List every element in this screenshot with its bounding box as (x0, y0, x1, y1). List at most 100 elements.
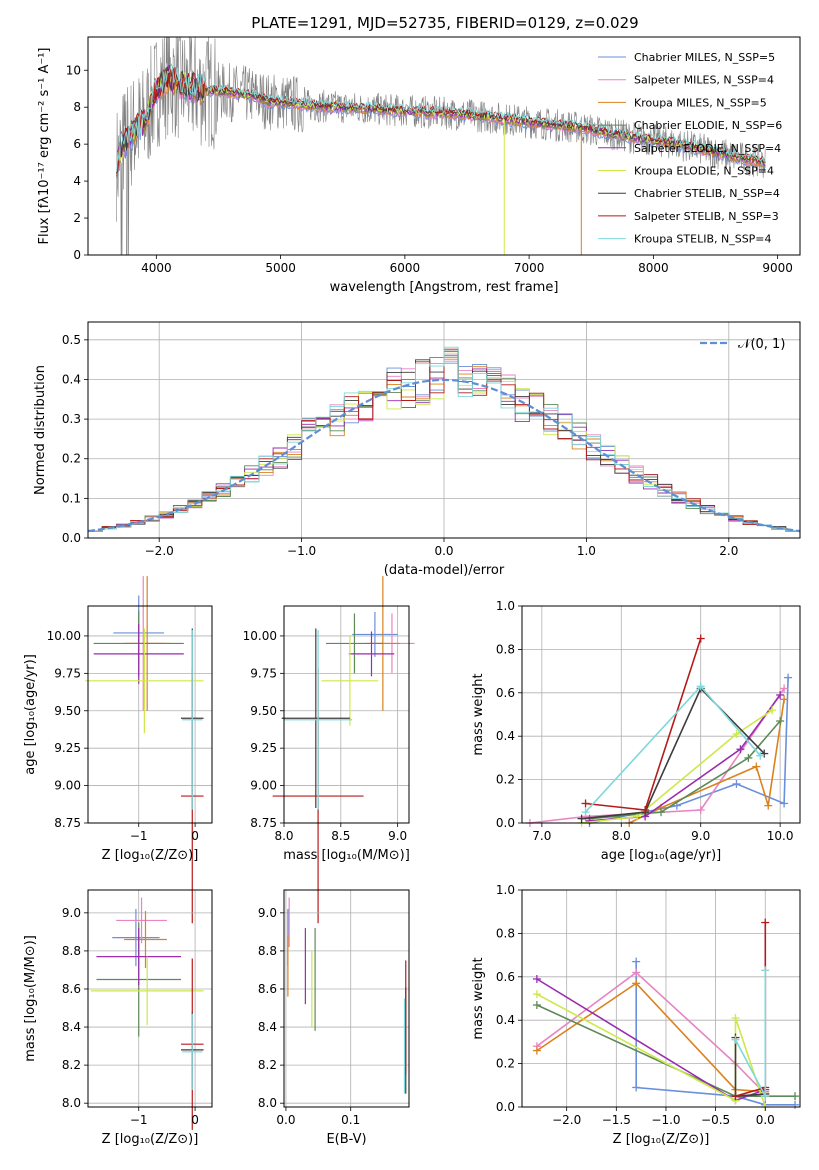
x-axis-label: Z [log₁₀(Z/Z⊙)] (102, 848, 199, 863)
point-marker (732, 730, 741, 739)
point-marker (632, 957, 641, 966)
point-marker (641, 805, 650, 814)
point-marker (696, 682, 705, 691)
legend-label: Kroupa ELODIE, N_SSP=4 (634, 165, 774, 178)
point-marker (752, 762, 761, 771)
point-marker (791, 1092, 800, 1101)
y-tick-label: 6 (73, 137, 81, 151)
legend-label: Chabrier ELODIE, N_SSP=6 (634, 119, 782, 132)
point-marker (731, 1014, 740, 1023)
y-tick-label: 8.6 (258, 982, 277, 996)
x-tick-label: 0.0 (434, 544, 453, 558)
point-marker (768, 706, 777, 715)
x-tick-label: 0 (191, 829, 199, 843)
plot-area (287, 897, 407, 1094)
x-tick-label: 9.0 (388, 829, 407, 843)
panel-massweight-vs-age: 7.0 8.0 9.0 10.0 0.0 0.2 0.4 0.6 0.8 1.0 age [log₁… (471, 599, 801, 863)
point-marker (744, 753, 753, 762)
series-line (529, 688, 785, 824)
y-tick-label: 8 (73, 100, 81, 114)
model-spectrum-line (116, 64, 766, 174)
legend-label: 𝒩(0, 1) (738, 337, 785, 352)
data-point (284, 629, 353, 810)
y-tick-label: 0.0 (496, 816, 515, 830)
point-marker (761, 966, 770, 975)
y-tick-label: 0.6 (496, 686, 515, 700)
point-marker (780, 799, 789, 808)
point-marker (780, 684, 789, 693)
y-tick-label: 0 (73, 248, 81, 262)
histogram-step (88, 346, 800, 532)
data-point (112, 909, 160, 967)
series-line (585, 638, 702, 811)
axes-frame (283, 605, 410, 824)
x-tick-label: 8000 (638, 261, 669, 275)
legend-label: Chabrier STELIB, N_SSP=4 (634, 187, 780, 200)
y-tick-label: 9.0 (62, 906, 81, 920)
series-line (536, 993, 767, 1108)
point-marker (761, 918, 770, 927)
x-tick-label: 6000 (390, 261, 421, 275)
x-tick-label: 5000 (265, 261, 296, 275)
x-tick-label: −1 (130, 1113, 148, 1127)
x-tick-label: 10.0 (767, 829, 794, 843)
point-marker (756, 751, 765, 760)
y-tick-label: 8.0 (62, 1096, 81, 1110)
y-tick-label: 4 (73, 174, 81, 188)
y-tick-label: 2 (73, 211, 81, 225)
data-point (85, 628, 204, 734)
y-tick-label: 1.0 (496, 599, 515, 613)
plot-area (90, 897, 204, 1130)
y-axis-label: mass weight (471, 957, 486, 1039)
y-tick-label: 0.2 (496, 1057, 515, 1071)
x-axis-label: Z [log₁₀(Z/Z⊙)] (613, 1132, 710, 1147)
series-line (735, 922, 767, 1097)
y-tick-label: 0.0 (62, 531, 81, 545)
data-point (326, 613, 383, 674)
panel-mass-vs-Z: −1 0 8.0 8.2 8.4 8.6 8.8 9.0 Z [log₁₀(Z/Z⊙)] mass… (23, 889, 213, 1147)
x-tick-label: 9000 (762, 261, 793, 275)
plot-area (525, 634, 793, 827)
figure-title: PLATE=1291, MJD=52735, FIBERID=0129, z=0… (251, 14, 638, 32)
data-point (352, 611, 398, 657)
axes-frame (87, 36, 801, 256)
y-tick-label: 9.00 (54, 779, 81, 793)
y-tick-label: 0.8 (496, 642, 515, 656)
x-tick-label: −0.5 (701, 1113, 730, 1127)
series-line (581, 687, 765, 820)
x-tick-label: −1.0 (287, 544, 316, 558)
point-marker (780, 695, 789, 704)
y-tick-label: 8.4 (62, 1020, 81, 1034)
series-line (536, 978, 766, 1102)
panel-mass-vs-ebv: 0.0 0.1 8.0 8.2 8.4 8.6 8.8 9.0 E(B-V) (258, 889, 410, 1147)
x-tick-label: 0.0 (276, 1113, 295, 1127)
series-line (589, 720, 781, 820)
x-tick-label: −1 (130, 829, 148, 843)
y-axis-label: Normed distribution (33, 365, 48, 495)
y-tick-label: 8.75 (54, 816, 81, 830)
point-marker (532, 1001, 541, 1010)
point-marker (696, 805, 705, 814)
point-marker (633, 812, 642, 821)
x-tick-label: 2.0 (719, 544, 738, 558)
axes-frame (521, 605, 801, 824)
x-tick-label: 8.0 (612, 829, 631, 843)
observed-spectrum (116, 37, 766, 255)
axes-frame (521, 889, 801, 1108)
y-tick-label: 8.75 (250, 816, 277, 830)
series-line (536, 971, 766, 1095)
y-tick-label: 9.0 (258, 906, 277, 920)
y-tick-label: 8.6 (62, 982, 81, 996)
y-tick-label: 0.4 (62, 372, 81, 386)
y-tick-label: 0.4 (496, 1013, 515, 1027)
axes-frame (283, 889, 410, 1108)
point-marker (632, 979, 641, 988)
plot-area (85, 576, 204, 924)
x-tick-label: 0.0 (756, 1113, 775, 1127)
y-tick-label: 8.8 (62, 944, 81, 958)
point-marker (731, 1092, 740, 1101)
legend-label: Salpeter MILES, N_SSP=4 (634, 74, 774, 87)
y-tick-label: 9.25 (54, 741, 81, 755)
panel-residuals: −2.0 −1.0 0.0 1.0 2.0 0.0 0.1 0.2 0.3 0.4 0.5 (data… (33, 321, 801, 578)
